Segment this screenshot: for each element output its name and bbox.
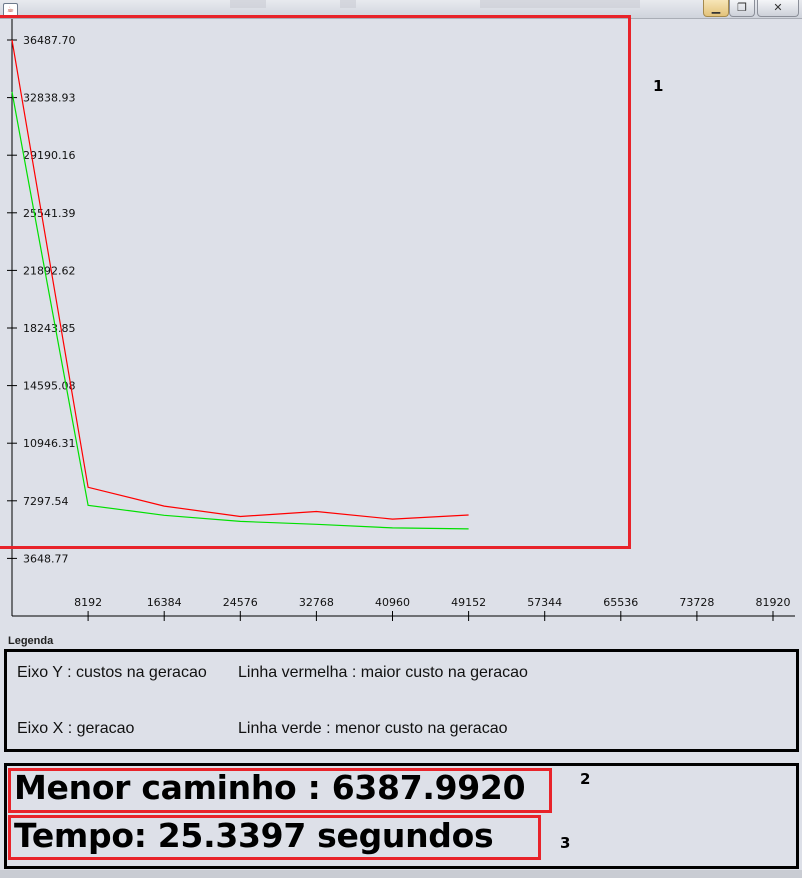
y-tick-label: 21892.62 — [23, 264, 76, 277]
results-panel — [4, 763, 799, 869]
x-tick-label: 57344 — [527, 596, 562, 609]
toolbar-ghost — [340, 0, 356, 8]
series-line-max-cost — [11, 39, 469, 520]
y-tick-label: 36487.70 — [23, 34, 76, 47]
window-titlebar: ☕ ▁ ❐ ✕ — [0, 0, 802, 19]
y-tick-label: 29190.16 — [23, 149, 76, 162]
minimize-button[interactable]: ▁ — [703, 0, 729, 17]
x-tick-label: 73728 — [679, 596, 714, 609]
legend-panel — [4, 649, 799, 752]
y-tick-label: 14595.08 — [23, 380, 76, 393]
close-button[interactable]: ✕ — [757, 0, 799, 17]
y-tick-label: 25541.39 — [23, 207, 76, 220]
legend-green-line: Linha verde : menor custo na geracao — [238, 720, 508, 737]
x-tick-label: 81920 — [756, 596, 791, 609]
cost-chart: 36487.70 32838.93 29190.16 25541.39 21892.62… — [7, 19, 795, 621]
x-tick-label: 16384 — [147, 596, 182, 609]
y-tick-label: 18243.85 — [23, 322, 76, 335]
x-tick-label: 8192 — [74, 596, 102, 609]
y-tick-label: 3648.77 — [23, 552, 69, 565]
toolbar-ghost — [480, 0, 640, 8]
x-tick-label: 49152 — [451, 596, 486, 609]
annotation-label-2: 2 — [580, 770, 591, 788]
y-tick-label: 10946.31 — [23, 437, 76, 450]
window-bottom-edge — [0, 870, 802, 878]
x-tick-label: 24576 — [223, 596, 258, 609]
x-tick-label: 40960 — [375, 596, 410, 609]
legend-y-axis: Eixo Y : custos na geracao — [17, 664, 207, 681]
x-tick-label: 32768 — [299, 596, 334, 609]
time-result: Tempo: 25.3397 segundos — [14, 816, 494, 855]
toolbar-ghost — [230, 0, 266, 8]
highlight-box-shortest-path — [8, 768, 552, 813]
highlight-box-time — [8, 815, 541, 860]
y-tick-label: 32838.93 — [23, 92, 76, 105]
legend-x-axis: Eixo X : geracao — [17, 720, 135, 737]
shortest-path-result: Menor caminho : 6387.9920 — [14, 768, 526, 807]
x-tick-label: 65536 — [603, 596, 638, 609]
legend-red-line: Linha vermelha : maior custo na geracao — [238, 664, 528, 681]
annotation-label-1: 1 — [653, 77, 664, 95]
y-tick-label: 7297.54 — [23, 495, 69, 508]
legend-title: Legenda — [8, 635, 54, 647]
series-line-min-cost — [11, 91, 469, 530]
maximize-button[interactable]: ❐ — [729, 0, 755, 17]
annotation-label-3: 3 — [560, 834, 571, 852]
highlight-box-chart — [0, 15, 631, 549]
